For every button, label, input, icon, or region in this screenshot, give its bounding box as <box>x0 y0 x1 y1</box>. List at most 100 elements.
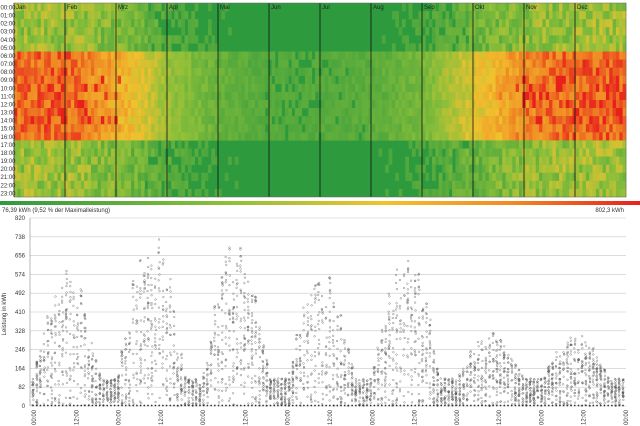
heatmap-cell <box>529 116 533 125</box>
heatmap-cell <box>30 83 35 93</box>
data-point <box>213 388 216 391</box>
heatmap-cell <box>30 164 35 173</box>
heatmap-cell <box>238 124 242 133</box>
data-point <box>76 306 79 309</box>
heatmap-cell <box>478 140 483 149</box>
heatmap-cell <box>248 108 252 117</box>
heatmap-cell <box>615 100 620 109</box>
heatmap-cell <box>529 100 533 109</box>
heatmap-cell <box>495 19 500 28</box>
heatmap-cell <box>475 172 480 182</box>
heatmap-cell <box>539 100 543 109</box>
heatmap-cell <box>218 91 222 101</box>
heatmap-cell <box>438 180 443 190</box>
heatmap-cell <box>97 100 102 109</box>
heatmap-cell <box>338 132 343 141</box>
heatmap-cell <box>141 164 145 173</box>
heatmap-cell <box>24 124 28 133</box>
heatmap-cell <box>472 108 476 117</box>
heatmap-cell <box>385 188 389 198</box>
heatmap-cell <box>559 100 563 109</box>
heatmap-cell <box>84 75 88 85</box>
heatmap-cell <box>539 35 543 44</box>
heatmap-cell <box>181 116 185 125</box>
heatmap-cell <box>54 100 58 109</box>
data-point <box>125 344 128 347</box>
data-point <box>165 389 168 392</box>
heatmap-cell <box>508 27 513 36</box>
data-point <box>61 370 64 373</box>
heatmap-cell <box>485 140 490 149</box>
heatmap-cell <box>438 140 443 149</box>
data-point <box>131 287 134 290</box>
data-point <box>254 341 257 344</box>
heatmap-cell <box>351 59 356 68</box>
heatmap-cell <box>77 156 82 165</box>
heatmap-cell <box>104 108 109 117</box>
heatmap-cell <box>44 11 48 20</box>
heatmap-cell <box>525 59 530 68</box>
data-point <box>243 404 246 407</box>
heatmap-cell <box>559 91 563 101</box>
data-point <box>73 366 76 369</box>
heatmap-cell <box>54 172 58 182</box>
heatmap-cell <box>100 43 105 52</box>
heatmap-cell <box>435 116 440 125</box>
heatmap-cell <box>191 59 195 68</box>
heatmap-cell <box>602 188 607 198</box>
heatmap-cell <box>154 67 159 76</box>
heatmap-cell <box>57 140 62 149</box>
heatmap-cell <box>428 43 433 52</box>
heatmap-cell <box>408 100 413 109</box>
heatmap-cell <box>482 27 486 36</box>
heatmap-cell <box>385 91 389 101</box>
heatmap-cell <box>94 19 98 28</box>
heatmap-cell <box>432 11 436 20</box>
data-point <box>76 357 79 360</box>
heatmap-cell <box>602 100 607 109</box>
heatmap-cell <box>184 124 189 133</box>
heatmap-cell <box>311 91 316 101</box>
heatmap-cell <box>549 83 553 93</box>
heatmap-cell <box>529 164 533 173</box>
heatmap-cell <box>191 124 195 133</box>
heatmap-cell <box>358 108 363 117</box>
heatmap-cell <box>545 172 550 182</box>
data-point <box>136 404 138 407</box>
heatmap-cell <box>251 67 256 76</box>
heatmap-cell <box>94 180 98 190</box>
heatmap-cell <box>201 51 206 60</box>
heatmap-cell <box>422 100 426 109</box>
heatmap-cell <box>582 156 587 165</box>
heatmap-cell <box>569 140 573 149</box>
heatmap-cell <box>17 140 22 149</box>
heatmap-cell <box>622 188 627 198</box>
data-point <box>50 376 53 379</box>
heatmap-cell <box>37 108 42 117</box>
heatmap-cell <box>505 148 510 157</box>
data-point <box>228 318 232 321</box>
heatmap-cell <box>184 108 189 117</box>
heatmap-cell <box>351 67 356 76</box>
y-tick-label: 738 <box>15 235 26 241</box>
heatmap-cell <box>87 180 92 190</box>
heatmap-cell <box>569 11 573 20</box>
heatmap-cell <box>475 124 480 133</box>
heatmap-cell <box>575 108 580 117</box>
data-point <box>124 356 127 359</box>
heatmap-cell <box>244 124 249 133</box>
heatmap-cell <box>435 51 440 60</box>
heatmap-cell <box>30 43 35 52</box>
data-point <box>106 399 109 402</box>
heatmap-cell <box>314 75 319 85</box>
heatmap-cell <box>171 19 175 28</box>
data-point <box>220 276 223 279</box>
heatmap-cell <box>201 148 206 157</box>
heatmap-cell <box>565 27 570 36</box>
heatmap-cell <box>77 188 82 198</box>
data-point <box>128 348 132 351</box>
heatmap-cell <box>184 83 189 93</box>
heatmap-cell <box>622 172 627 182</box>
heatmap-cell <box>124 140 129 149</box>
heatmap-cell <box>154 75 159 85</box>
